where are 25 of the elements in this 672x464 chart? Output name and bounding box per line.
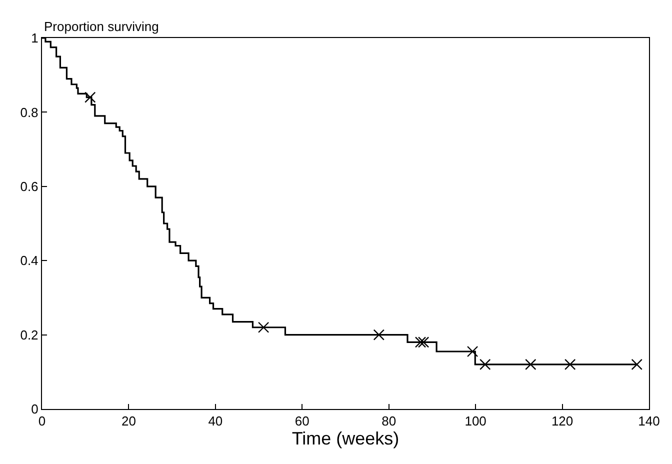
- x-tick-label: 40: [208, 414, 223, 429]
- point: [373, 329, 384, 340]
- point: [564, 358, 576, 370]
- point: [480, 358, 491, 370]
- point: [631, 358, 642, 370]
- x-axis-title: Time (weeks): [292, 428, 400, 449]
- y-tick-label: 0.2: [20, 327, 38, 342]
- y-tick-label: 0.6: [20, 178, 38, 194]
- y-tick-label: 0.8: [20, 104, 38, 120]
- point: [525, 358, 536, 370]
- y-tick-label: 0.4: [20, 253, 38, 268]
- point: [258, 322, 270, 333]
- x-tick-label: 20: [121, 414, 136, 429]
- point: [466, 346, 478, 358]
- point: [84, 92, 96, 103]
- y-tick-label: 1: [31, 30, 38, 46]
- point: [418, 336, 430, 348]
- point: [414, 336, 426, 348]
- y-axis-title: Proportion surviving: [44, 19, 159, 34]
- x-tick-label: 60: [294, 414, 310, 429]
- x-tick-label: 100: [464, 414, 486, 429]
- x-tick-label: 140: [638, 414, 660, 429]
- x-tick-label: 120: [551, 414, 574, 429]
- y-tick-label: 0: [31, 402, 38, 417]
- x-tick-label: 80: [382, 414, 396, 429]
